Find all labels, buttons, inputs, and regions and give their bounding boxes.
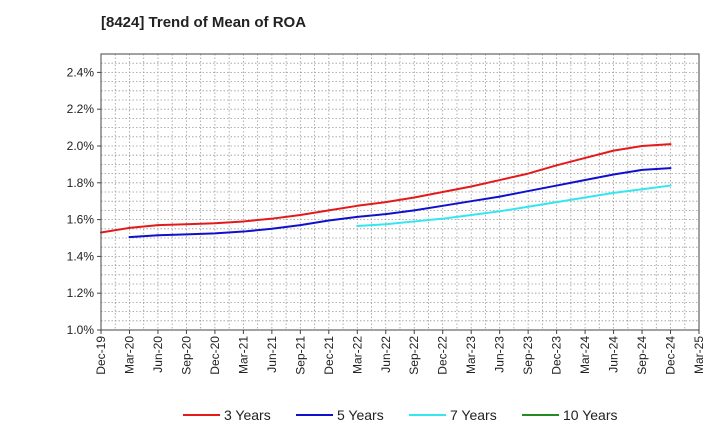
y-tick-label: 1.4% bbox=[67, 249, 95, 263]
series-line-5-years bbox=[128, 167, 672, 239]
x-tick-label: Dec-22 bbox=[436, 336, 450, 375]
chart-title: [8424] Trend of Mean of ROA bbox=[101, 14, 307, 31]
y-tick-label: 2.0% bbox=[67, 139, 95, 153]
series-layer bbox=[100, 143, 672, 239]
x-tick-label: Jun-20 bbox=[151, 336, 165, 373]
x-tick-label: Sep-21 bbox=[293, 336, 307, 375]
x-tick-label: Sep-24 bbox=[635, 336, 649, 375]
series-line-3-years bbox=[100, 143, 672, 234]
x-tick-label: Dec-19 bbox=[94, 336, 108, 375]
x-tick-label: Jun-22 bbox=[379, 336, 393, 373]
x-tick-label: Mar-22 bbox=[350, 336, 364, 374]
y-tick-label: 2.2% bbox=[67, 102, 95, 116]
x-tick-label: Mar-20 bbox=[122, 336, 136, 374]
legend-label-10-years: 10 Years bbox=[563, 407, 618, 423]
legend-label-3-years: 3 Years bbox=[224, 407, 271, 423]
y-tick-label: 1.2% bbox=[67, 286, 95, 300]
x-tick-label: Jun-21 bbox=[265, 336, 279, 373]
x-tick-label: Mar-21 bbox=[236, 336, 250, 374]
x-tick-label: Dec-23 bbox=[550, 336, 564, 375]
x-tick-label: Dec-20 bbox=[208, 336, 222, 375]
y-tick-label: 1.8% bbox=[67, 176, 95, 190]
y-tick-label: 2.4% bbox=[67, 65, 95, 79]
plot-border bbox=[100, 53, 700, 331]
x-tick-label: Mar-25 bbox=[692, 336, 706, 374]
x-tick-label: Sep-22 bbox=[407, 336, 421, 375]
x-tick-label: Mar-24 bbox=[578, 336, 592, 374]
x-tick-label: Sep-23 bbox=[521, 336, 535, 375]
legend: 3 Years 5 Years 7 Years 10 Years bbox=[183, 407, 618, 423]
grid-lines bbox=[101, 54, 699, 330]
series-line-7-years bbox=[356, 184, 672, 228]
y-tick-label: 1.0% bbox=[67, 323, 95, 337]
x-tick-label: Jun-24 bbox=[607, 336, 621, 373]
x-tick-label: Mar-23 bbox=[464, 336, 478, 374]
legend-label-5-years: 5 Years bbox=[337, 407, 384, 423]
x-tick-label: Sep-20 bbox=[179, 336, 193, 375]
legend-label-7-years: 7 Years bbox=[450, 407, 497, 423]
y-axis: 1.0% 1.2% 1.4% 1.6% 1.8% 2.0% 2.2% 2.4% bbox=[67, 65, 101, 337]
x-tick-label: Jun-23 bbox=[493, 336, 507, 373]
x-axis: Dec-19 Mar-20 Jun-20 Sep-20 Dec-20 Mar-21 Jun-… bbox=[94, 330, 706, 375]
y-tick-label: 1.6% bbox=[67, 213, 95, 227]
x-tick-label: Dec-21 bbox=[322, 336, 336, 375]
x-tick-label: Dec-24 bbox=[664, 336, 678, 375]
